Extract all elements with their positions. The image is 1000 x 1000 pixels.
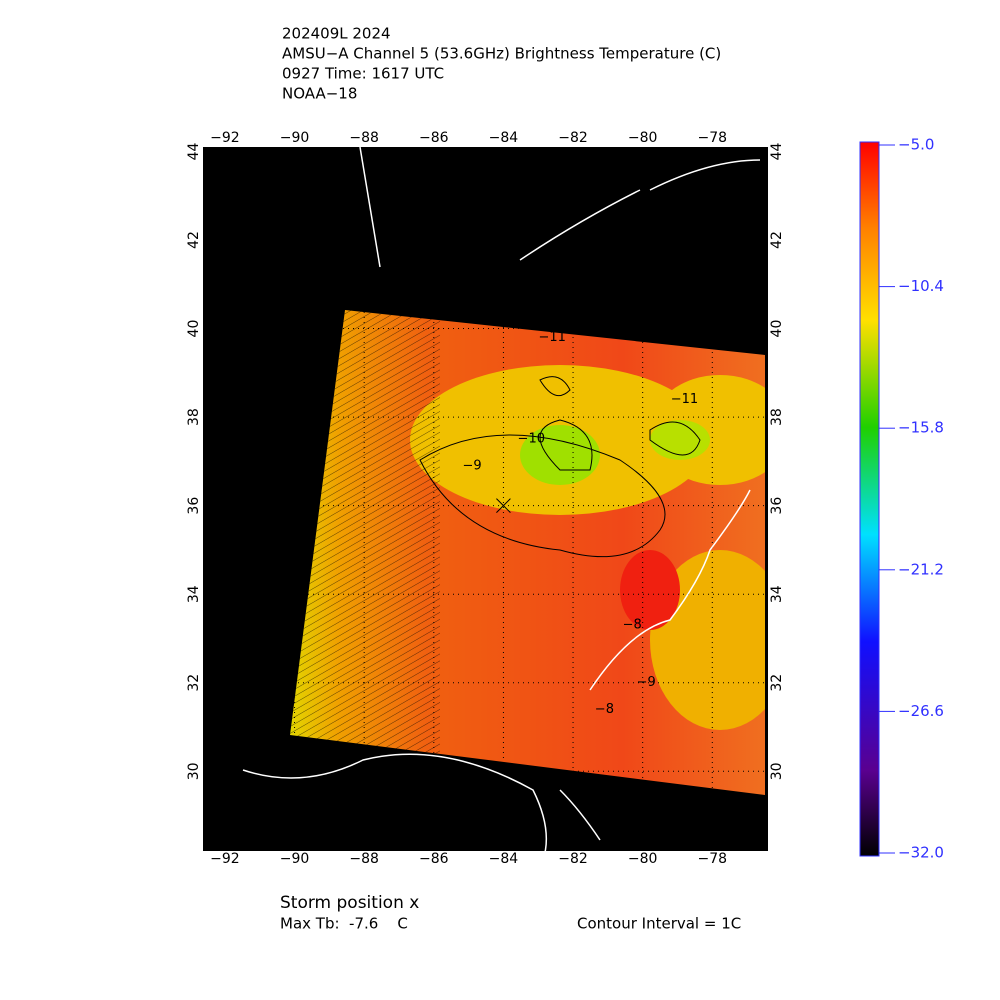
lat-tick-label: 42 <box>769 231 785 249</box>
contour-label: −8 <box>595 702 614 717</box>
lat-tick-label: 44 <box>769 142 785 160</box>
colorbar-tick-label: −5.0 <box>898 136 934 154</box>
contour-label: −9 <box>463 458 482 473</box>
lat-tick-label: 30 <box>186 762 202 780</box>
coastline <box>242 146 761 861</box>
contour-label: −9 <box>637 675 656 690</box>
lon-tick-label: −80 <box>628 130 658 146</box>
lat-tick-label: 36 <box>769 497 785 515</box>
warm-region <box>650 550 765 730</box>
colorbar-tick-label: −26.6 <box>898 702 944 720</box>
lat-tick-label: 40 <box>186 320 202 338</box>
lat-tick-label: 38 <box>186 408 202 426</box>
contour <box>419 376 701 558</box>
lon-tick-label: −88 <box>349 130 379 146</box>
lon-tick-label: −80 <box>628 851 658 867</box>
title-line: NOAA−18 <box>282 85 357 103</box>
lon-tick-label: −90 <box>280 851 310 867</box>
contour-label: −11 <box>538 330 565 345</box>
lon-tick-label: −82 <box>558 130 588 146</box>
lat-tick-label: 38 <box>769 408 785 426</box>
lon-tick-label: −88 <box>349 851 379 867</box>
colorbar-tick-label: −15.8 <box>898 419 944 437</box>
contour-label: −11 <box>671 392 698 407</box>
colorbar-tick-label: −21.2 <box>898 560 944 578</box>
lon-tick-label: −82 <box>558 851 588 867</box>
contour-label: −10 <box>518 432 545 447</box>
colorbar-tick-label: −10.4 <box>898 277 944 295</box>
lat-tick-label: 34 <box>186 585 202 603</box>
storm-marker <box>496 498 511 513</box>
lat-tick-label: 42 <box>186 231 202 249</box>
footer-max-tb: Max Tb: -7.6 C <box>280 915 408 933</box>
title-line: 0927 Time: 1617 UTC <box>282 65 444 83</box>
lat-tick-label: 32 <box>769 674 785 692</box>
title-line: 202409L 2024 <box>282 25 391 43</box>
lon-tick-label: −78 <box>698 130 728 146</box>
footer-storm: Storm position x <box>280 893 419 913</box>
lon-tick-label: −92 <box>210 130 240 146</box>
colorbar <box>859 141 880 857</box>
lat-tick-label: 40 <box>769 320 785 338</box>
contour-label: −8 <box>623 618 642 633</box>
lat-tick-label: 34 <box>769 585 785 603</box>
footer-contour: Contour Interval = 1C <box>577 915 741 933</box>
title-line: AMSU−A Channel 5 (53.6GHz) Brightness Te… <box>282 45 721 63</box>
lon-tick-label: −84 <box>489 130 519 146</box>
cool-region <box>650 420 710 460</box>
lat-tick-label: 32 <box>186 674 202 692</box>
lon-tick-label: −92 <box>210 851 240 867</box>
lat-tick-label: 30 <box>769 762 785 780</box>
lat-tick-label: 44 <box>186 142 202 160</box>
lon-tick-label: −90 <box>280 130 310 146</box>
lon-tick-label: −78 <box>698 851 728 867</box>
lat-tick-label: 36 <box>186 497 202 515</box>
colorbar-tick-label: −32.0 <box>898 844 944 862</box>
hot-region <box>620 550 680 630</box>
lon-tick-label: −86 <box>419 851 449 867</box>
lon-tick-label: −86 <box>419 130 449 146</box>
lon-tick-label: −84 <box>489 851 519 867</box>
